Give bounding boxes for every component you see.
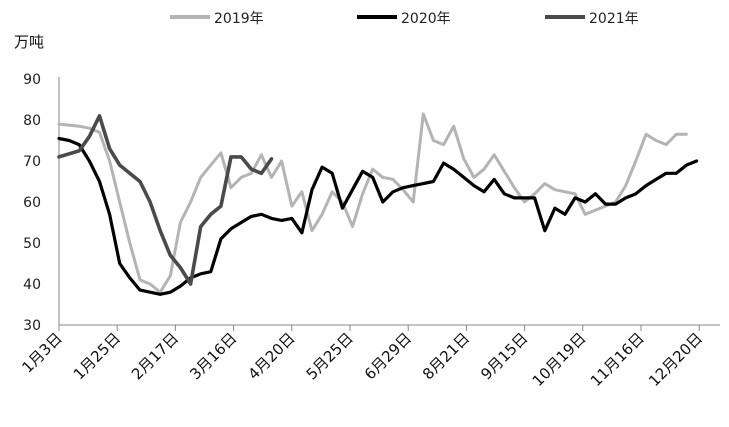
y-tick-label: 80 (23, 113, 41, 129)
series-line-2019年 (57, 112, 688, 294)
y-axis-unit-label: 万吨 (14, 33, 44, 51)
legend-label: 2020年 (401, 11, 451, 27)
y-tick-label: 40 (23, 277, 41, 293)
x-tick-label: 1月3日 (18, 329, 65, 376)
y-tick-label: 60 (23, 195, 41, 211)
x-tick-label: 9月15日 (477, 329, 531, 383)
x-tick-label: 2月17日 (128, 329, 182, 383)
x-tick-label: 4月20日 (244, 329, 298, 383)
y-axis: 30 40 50 60 70 80 90 (23, 72, 60, 334)
y-tick-label: 70 (23, 154, 41, 170)
x-tick-label: 11月16日 (587, 329, 648, 390)
x-tick-label: 1月25日 (70, 329, 124, 383)
x-axis: 1月3日 1月25日 2月17日 3月16日 4月20日 5月25日 6月29日 8月21日 9… (18, 324, 720, 390)
x-tick-label: 12月20日 (645, 329, 706, 390)
legend-label: 2019年 (214, 11, 264, 27)
series-line-2020年 (57, 136, 699, 296)
x-tick-label: 10月19日 (529, 329, 590, 390)
y-tick-label: 90 (23, 72, 41, 88)
x-tick-label: 8月21日 (419, 329, 473, 383)
legend: 2019年 2020年 2021年 (170, 11, 639, 27)
y-tick-label: 30 (23, 318, 41, 334)
y-tick-label: 50 (23, 236, 41, 252)
legend-label: 2021年 (589, 11, 639, 27)
x-tick-label: 6月29日 (361, 329, 415, 383)
series-layer (57, 112, 699, 296)
x-tick-label: 3月16日 (186, 329, 240, 383)
series-line-2021年 (57, 114, 274, 286)
x-tick-label: 5月25日 (303, 329, 357, 383)
